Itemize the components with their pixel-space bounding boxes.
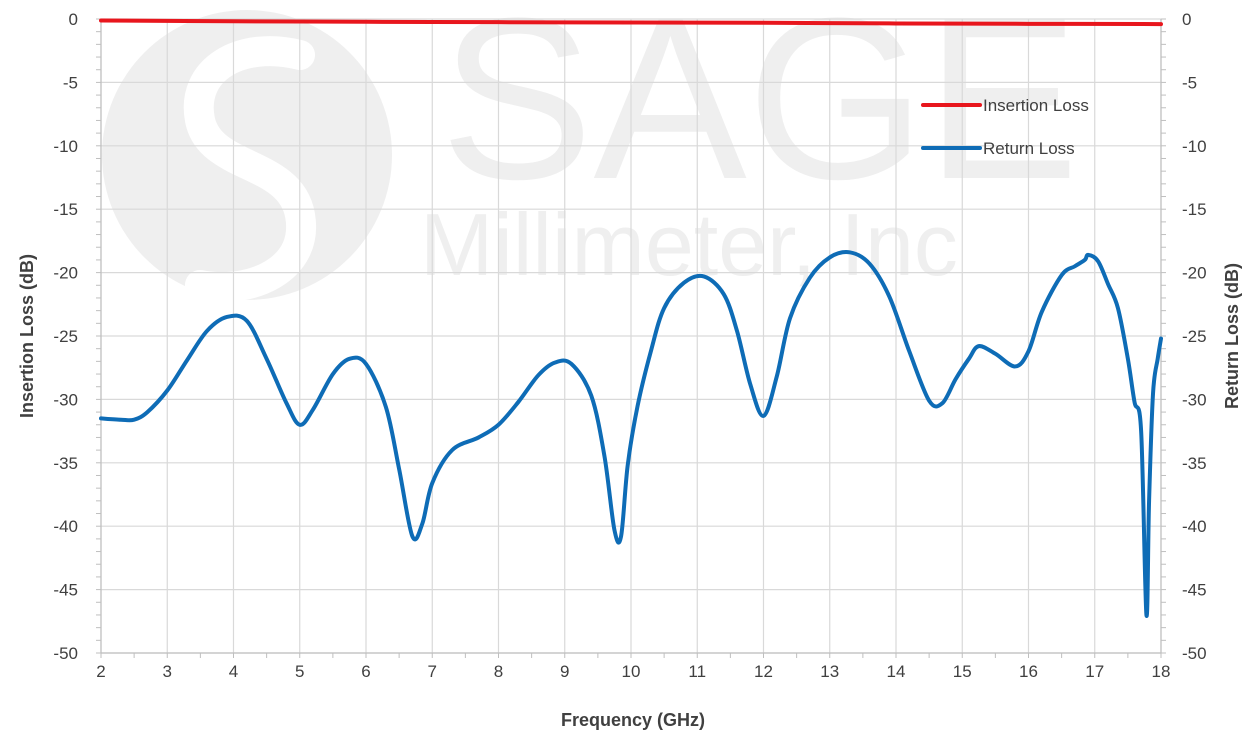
legend-label: Insertion Loss <box>983 96 1089 115</box>
y2-tick-label: -35 <box>1182 454 1207 473</box>
x-tick-label: 2 <box>96 662 105 681</box>
y2-tick-label: -15 <box>1182 200 1207 219</box>
tick-labels: 2 3 4 5 6 7 8 9 10 11 12 13 14 15 16 17 18 0 -5 -10 -15 -20 -2… <box>53 10 1206 681</box>
grid <box>96 18 1166 658</box>
series-group <box>99 18 1163 618</box>
x-tick-label: 4 <box>229 662 238 681</box>
y-tick-label: -10 <box>53 137 78 156</box>
y-tick-label: -45 <box>53 581 78 600</box>
x-axis-title: Frequency (GHz) <box>561 710 705 730</box>
x-tick-label: 7 <box>428 662 437 681</box>
y-tick-label: -5 <box>63 73 78 92</box>
x-tick-label: 8 <box>494 662 503 681</box>
x-tick-label: 10 <box>622 662 641 681</box>
x-tick-label: 18 <box>1152 662 1171 681</box>
series-line-return-loss <box>99 250 1163 618</box>
x-tick-label: 12 <box>754 662 773 681</box>
legend-label: Return Loss <box>983 139 1075 158</box>
y-axis-title: Insertion Loss (dB) <box>17 254 37 418</box>
y-tick-label: -50 <box>53 644 78 663</box>
y-tick-label: -15 <box>53 200 78 219</box>
y2-tick-label: -40 <box>1182 517 1207 536</box>
x-tick-label: 13 <box>820 662 839 681</box>
y2-tick-label: 0 <box>1182 10 1191 29</box>
x-tick-label: 15 <box>953 662 972 681</box>
legend: Insertion Loss Return Loss <box>921 96 1089 158</box>
y2-axis-title: Return Loss (dB) <box>1222 263 1242 409</box>
x-tick-label: 16 <box>1019 662 1038 681</box>
x-tick-label: 17 <box>1085 662 1104 681</box>
y2-tick-label: -10 <box>1182 137 1207 156</box>
y-tick-label: -20 <box>53 264 78 283</box>
x-tick-label: 3 <box>163 662 172 681</box>
y-tick-label: -25 <box>53 327 78 346</box>
x-tick-label: 14 <box>887 662 906 681</box>
y-tick-label: -40 <box>53 517 78 536</box>
y2-tick-label: -20 <box>1182 264 1207 283</box>
y-tick-label: -35 <box>53 454 78 473</box>
x-tick-label: 9 <box>560 662 569 681</box>
y2-tick-label: -45 <box>1182 581 1207 600</box>
y2-tick-label: -25 <box>1182 327 1207 346</box>
x-tick-label: 11 <box>688 662 706 681</box>
watermark-brand: SAGE <box>440 0 1079 227</box>
x-tick-label: 6 <box>361 662 370 681</box>
y2-tick-label: -50 <box>1182 644 1207 663</box>
y2-tick-label: -30 <box>1182 390 1207 409</box>
y2-tick-label: -5 <box>1182 73 1197 92</box>
x-tick-label: 5 <box>295 662 304 681</box>
y-tick-label: -30 <box>53 390 78 409</box>
y-tick-label: 0 <box>69 10 78 29</box>
series-line-insertion-loss <box>99 18 1163 27</box>
